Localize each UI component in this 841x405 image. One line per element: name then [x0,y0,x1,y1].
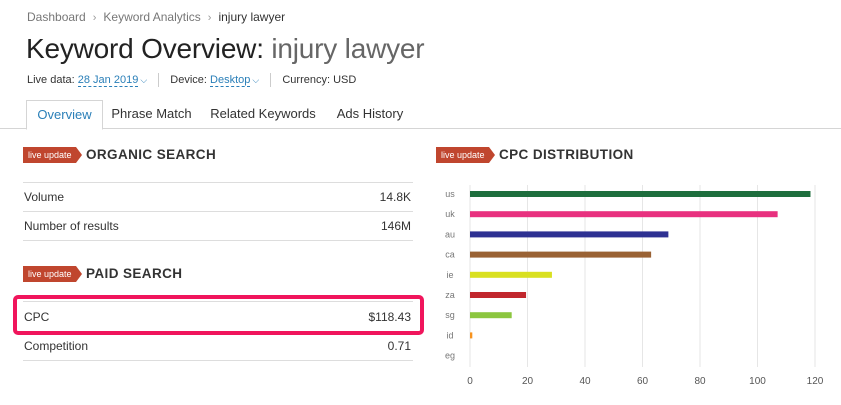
divider [158,73,160,87]
metric-label: Competition [24,339,89,353]
live-update-badge: live update [23,147,82,163]
live-data-dropdown[interactable]: 28 Jan 2019 ⌵ [77,73,148,87]
cpc-distribution-chart: us uk au ca ie za sg id eg 0 20 40 60 80 100 120 [445,185,824,387]
bar-id[interactable] [470,332,473,339]
bar-au[interactable] [470,231,669,238]
y-tick-label: au [445,229,455,239]
y-tick-label: za [445,290,455,300]
live-data-label: Live data: [27,73,75,86]
x-tick-label: 120 [807,376,824,387]
metric-value: 14.8K [379,190,411,204]
report-settings: Live data: 28 Jan 2019 ⌵ Device: Desktop ⌵… [27,73,356,87]
y-tick-label: id [446,330,453,340]
y-tick-label: ca [445,250,455,260]
tab-bar-underline [0,128,841,129]
bar-ca[interactable] [470,251,652,258]
bar-us[interactable] [470,191,811,197]
x-tick-label: 100 [749,376,766,387]
organic-search-title: ORGANIC SEARCH [86,147,217,162]
paid-search-title: PAID SEARCH [86,266,183,281]
x-tick-label: 20 [522,376,534,387]
metric-row-volume: Volume 14.8K [23,183,413,212]
metric-label: Volume [24,190,65,204]
live-update-badge: live update [23,266,82,282]
tab-ads-history[interactable]: Ads History [336,106,404,121]
breadcrumb-separator-icon: › [92,12,97,24]
y-tick-label: uk [445,209,455,219]
metric-value: 0.71 [387,339,411,353]
bar-sg[interactable] [470,312,512,319]
live-update-badge: live update [436,147,495,163]
live-data-value: 28 Jan 2019 [77,73,139,87]
breadcrumb: Dashboard › Keyword Analytics › injury lawye… [27,10,285,24]
bar-za[interactable] [470,292,527,298]
breadcrumb-keyword-analytics-link[interactable]: Keyword Analytics [103,10,201,24]
tab-bar: Overview Phrase Match Related Keywords A… [0,100,841,130]
metric-row-competition: Competition 0.71 [23,332,413,361]
page-title-keyword: injury lawyer [271,33,425,64]
device-label: Device: [170,73,207,86]
x-tick-label: 80 [694,376,706,387]
breadcrumb-dashboard-link[interactable]: Dashboard [27,10,86,24]
y-tick-label: us [445,189,455,199]
breadcrumb-current: injury lawyer [218,10,286,24]
y-tick-label: eg [445,351,455,361]
metric-value: 146M [380,219,411,233]
breadcrumb-separator-icon: › [207,12,212,24]
page-title: Keyword Overview: injury lawyer [26,33,425,65]
cpc-distribution-title: CPC DISTRIBUTION [499,147,634,162]
cpc-highlight-box [13,295,424,335]
y-tick-label: sg [445,310,455,320]
tab-phrase-match[interactable]: Phrase Match [111,106,192,121]
metric-value: $118.43 [368,310,412,324]
divider [23,301,413,302]
metric-row-number-of-results: Number of results 146M [23,212,413,241]
x-tick-label: 60 [637,376,649,387]
page-title-prefix: Keyword Overview: [26,33,264,64]
divider [23,182,413,183]
divider [270,73,272,87]
metric-label: Number of results [24,219,119,233]
chevron-down-icon: ⌵ [140,74,148,85]
chevron-down-icon: ⌵ [252,74,260,85]
bar-ie[interactable] [470,271,552,278]
device-dropdown[interactable]: Desktop ⌵ [210,73,260,87]
tab-overview[interactable]: Overview [26,100,103,130]
x-tick-label: 0 [467,376,473,387]
bar-uk[interactable] [470,211,778,218]
x-tick-label: 40 [579,376,591,387]
device-value: Desktop [210,73,251,87]
metric-label: CPC [24,310,50,324]
y-tick-label: ie [446,270,453,280]
currency-label: Currency: USD [282,73,357,86]
tab-related-keywords[interactable]: Related Keywords [210,106,316,121]
